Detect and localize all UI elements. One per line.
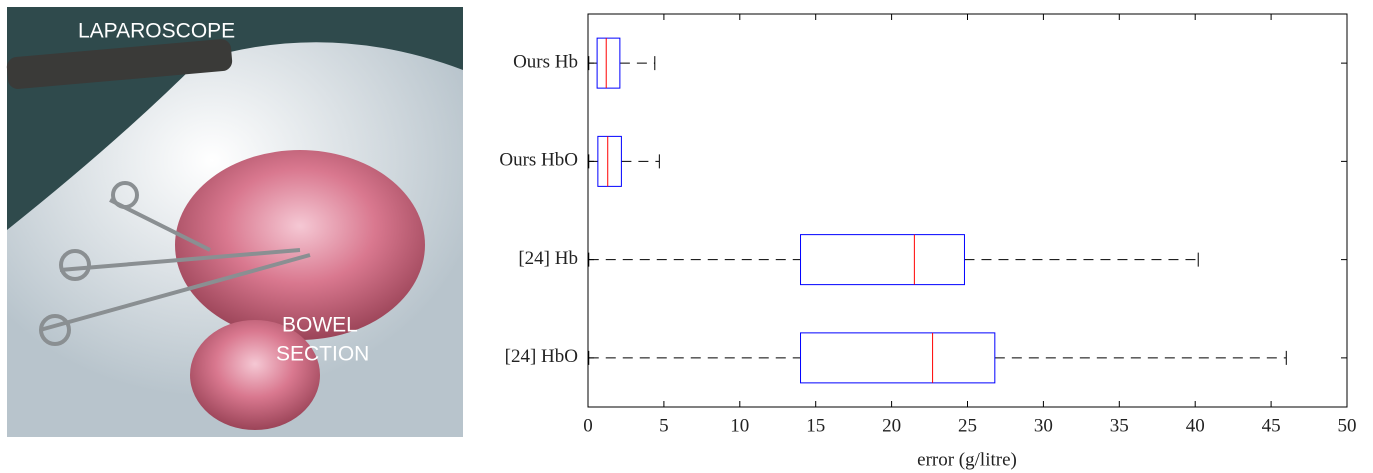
x-tick-label: 0 [583,415,593,436]
x-tick-label: 35 [1110,415,1129,436]
bowel [175,150,425,340]
box [596,37,621,89]
x-tick-label: 15 [806,415,825,436]
y-tick-label: Ours HbO [499,150,578,171]
x-tick-label: 30 [1034,415,1053,436]
x-tick-label: 25 [958,415,977,436]
y-tick-label: [24] HbO [505,346,578,367]
bowel [190,320,320,430]
box [800,332,996,384]
x-tick-label: 50 [1338,415,1357,436]
box [597,135,622,187]
x-tick-label: 40 [1186,415,1205,436]
x-axis-label: error (g/litre) [917,449,1017,470]
forceps [39,181,311,346]
photo-label: SECTION [276,343,369,366]
y-tick-label: Ours Hb [513,51,578,72]
x-tick-label: 10 [730,415,749,436]
photo-label: BOWEL [282,314,358,337]
box [800,234,965,286]
laparoscope [6,39,233,89]
x-tick-label: 5 [659,415,669,436]
photo: LAPAROSCOPE BOWEL SECTION [6,7,463,437]
y-tick-label: [24] Hb [518,248,578,269]
x-tick-label: 20 [882,415,901,436]
x-tick-label: 45 [1262,415,1281,436]
photo-label: LAPAROSCOPE [78,20,235,43]
